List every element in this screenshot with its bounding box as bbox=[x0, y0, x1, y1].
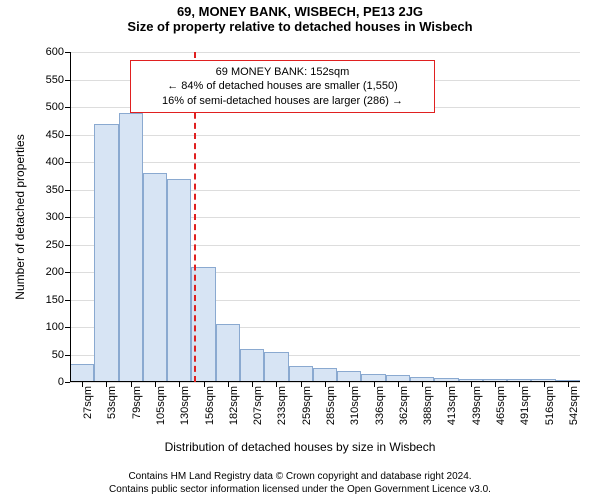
annotation-line: 16% of semi-detached houses are larger (… bbox=[139, 94, 426, 108]
annotation-box: 69 MONEY BANK: 152sqm← 84% of detached h… bbox=[130, 60, 435, 113]
x-tick-label: 79sqm bbox=[131, 386, 143, 419]
histogram-bar bbox=[167, 179, 191, 383]
x-tick-mark bbox=[276, 382, 277, 387]
x-tick-mark bbox=[398, 382, 399, 387]
histogram-bar bbox=[94, 124, 118, 383]
x-tick-mark bbox=[519, 382, 520, 387]
histogram-bar bbox=[313, 368, 337, 382]
x-tick-mark bbox=[374, 382, 375, 387]
x-tick-mark bbox=[568, 382, 569, 387]
x-tick-label: 439sqm bbox=[471, 386, 483, 425]
x-tick-label: 491sqm bbox=[519, 386, 531, 425]
histogram-bar bbox=[289, 366, 313, 383]
x-axis-line bbox=[70, 381, 580, 382]
x-tick-label: 285sqm bbox=[325, 386, 337, 425]
annotation-line: 69 MONEY BANK: 152sqm bbox=[139, 65, 426, 79]
x-tick-label: 182sqm bbox=[228, 386, 240, 425]
annotation-line: ← 84% of detached houses are smaller (1,… bbox=[139, 79, 426, 93]
y-axis-line bbox=[70, 52, 71, 382]
x-tick-mark bbox=[82, 382, 83, 387]
x-tick-label: 233sqm bbox=[276, 386, 288, 425]
title-line-1: 69, MONEY BANK, WISBECH, PE13 2JG bbox=[0, 4, 600, 19]
x-tick-label: 207sqm bbox=[252, 386, 264, 425]
x-tick-mark bbox=[179, 382, 180, 387]
histogram-bar bbox=[216, 324, 240, 382]
x-tick-mark bbox=[325, 382, 326, 387]
histogram-bar bbox=[70, 364, 94, 382]
grid-line bbox=[70, 52, 580, 53]
x-tick-label: 465sqm bbox=[495, 386, 507, 425]
grid-line bbox=[70, 135, 580, 136]
footer-line: Contains public sector information licen… bbox=[0, 483, 600, 496]
x-tick-mark bbox=[349, 382, 350, 387]
x-tick-label: 413sqm bbox=[446, 386, 458, 425]
x-tick-mark bbox=[131, 382, 132, 387]
x-tick-label: 388sqm bbox=[422, 386, 434, 425]
x-tick-label: 310sqm bbox=[349, 386, 361, 425]
grid-line bbox=[70, 162, 580, 163]
x-tick-label: 156sqm bbox=[204, 386, 216, 425]
x-tick-mark bbox=[252, 382, 253, 387]
x-tick-mark bbox=[446, 382, 447, 387]
x-tick-mark bbox=[228, 382, 229, 387]
attribution-footer: Contains HM Land Registry data © Crown c… bbox=[0, 470, 600, 496]
x-tick-mark bbox=[495, 382, 496, 387]
y-axis-title: Number of detached properties bbox=[13, 134, 27, 299]
x-tick-mark bbox=[155, 382, 156, 387]
x-tick-mark bbox=[422, 382, 423, 387]
x-tick-label: 336sqm bbox=[374, 386, 386, 425]
x-tick-label: 130sqm bbox=[179, 386, 191, 425]
x-tick-label: 542sqm bbox=[568, 386, 580, 425]
x-tick-mark bbox=[471, 382, 472, 387]
x-axis-title: Distribution of detached houses by size … bbox=[0, 440, 600, 454]
x-tick-mark bbox=[106, 382, 107, 387]
page-title: 69, MONEY BANK, WISBECH, PE13 2JG Size o… bbox=[0, 4, 600, 34]
title-line-2: Size of property relative to detached ho… bbox=[0, 19, 600, 34]
x-tick-label: 362sqm bbox=[398, 386, 410, 425]
x-tick-label: 105sqm bbox=[155, 386, 167, 425]
histogram-bar bbox=[240, 349, 264, 382]
x-tick-mark bbox=[301, 382, 302, 387]
histogram-bar bbox=[143, 173, 167, 382]
x-tick-label: 53sqm bbox=[106, 386, 118, 419]
y-tick-mark bbox=[65, 382, 70, 383]
histogram-chart: 05010015020025030035040045050055060027sq… bbox=[70, 52, 580, 382]
x-tick-label: 27sqm bbox=[82, 386, 94, 419]
x-tick-mark bbox=[204, 382, 205, 387]
x-tick-label: 259sqm bbox=[301, 386, 313, 425]
x-tick-mark bbox=[544, 382, 545, 387]
x-tick-label: 516sqm bbox=[544, 386, 556, 425]
footer-line: Contains HM Land Registry data © Crown c… bbox=[0, 470, 600, 483]
histogram-bar bbox=[264, 352, 288, 382]
histogram-bar bbox=[119, 113, 143, 383]
